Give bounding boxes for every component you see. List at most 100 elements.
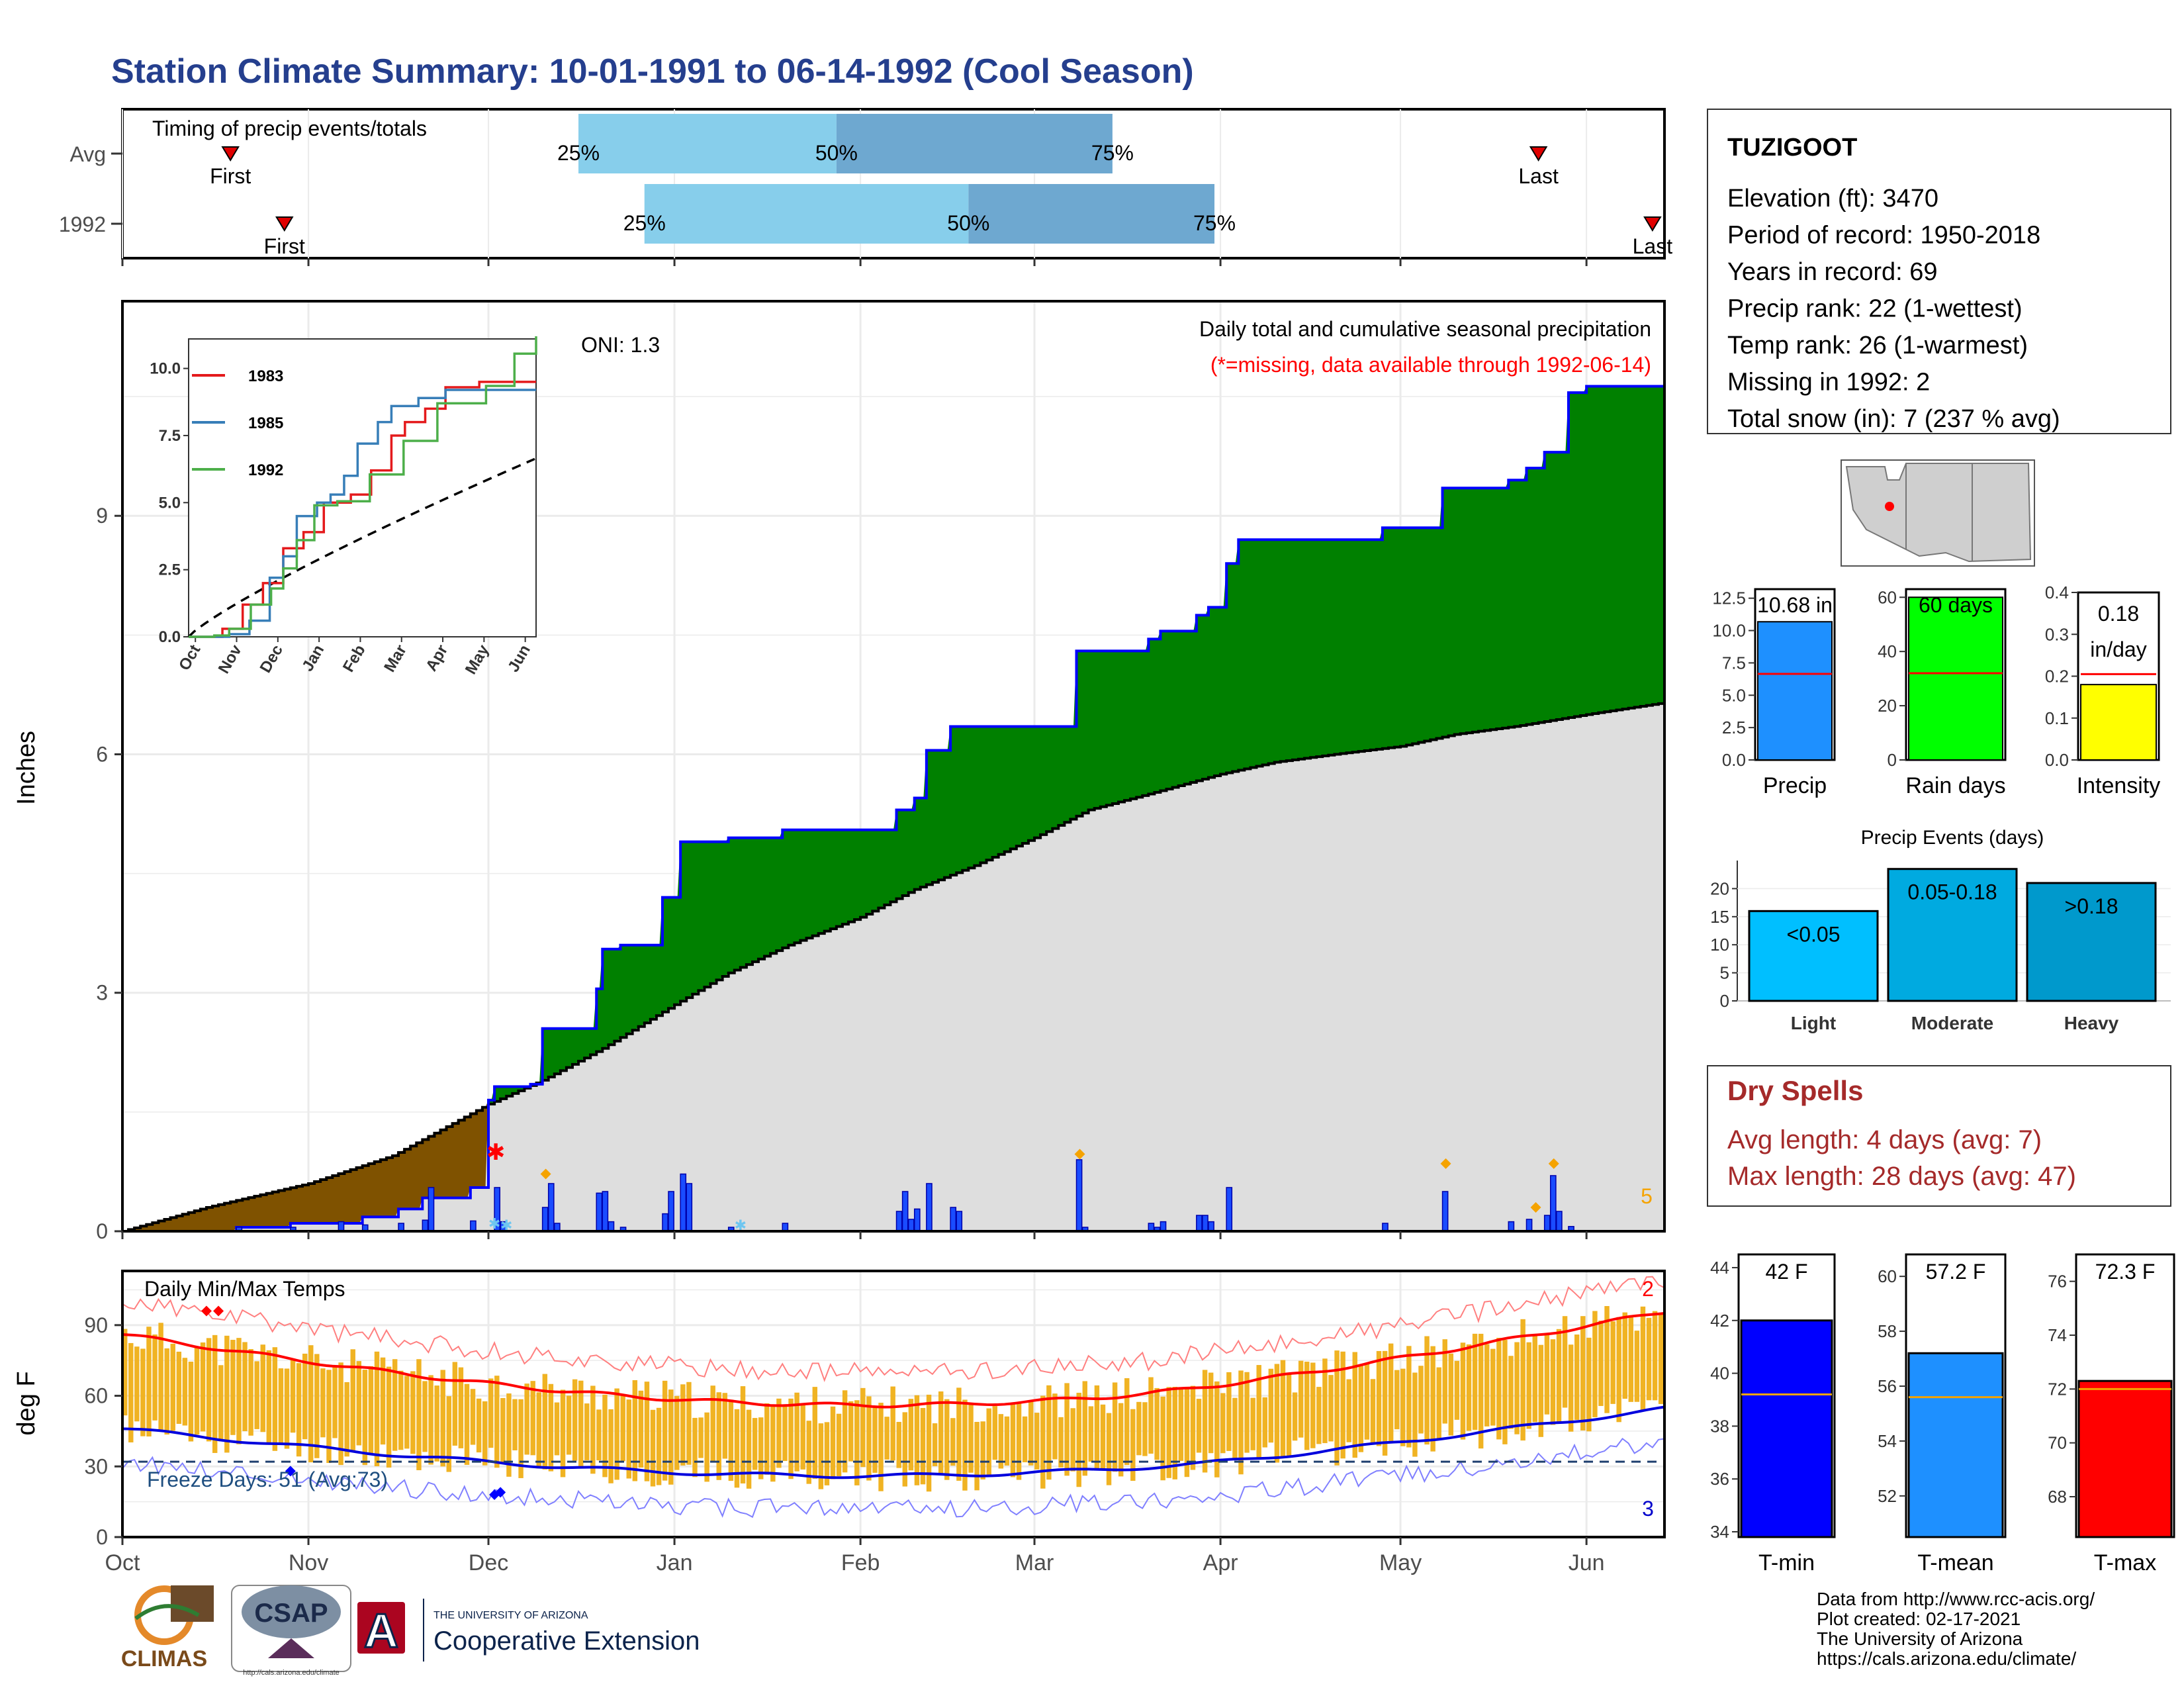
stat-value-label: 0.18 <box>2098 602 2139 626</box>
daily-temp-bar <box>800 1403 805 1470</box>
timing-row-label: 1992 <box>59 212 106 236</box>
inset-frame <box>188 338 537 637</box>
daily-temp-bar <box>482 1401 488 1466</box>
temp-stat-y-tick-label: 60 <box>1878 1266 1897 1286</box>
daily-temp-bar <box>398 1370 404 1450</box>
daily-temp-bar <box>578 1380 584 1467</box>
events-y-tick-label: 0 <box>1720 991 1729 1011</box>
daily-temp-bar <box>656 1407 662 1485</box>
climas-logo-text: CLIMAS <box>121 1646 207 1671</box>
temp-stat-y-tick-label: 72 <box>2048 1379 2067 1399</box>
inset-y-tick-label: 7.5 <box>159 427 181 445</box>
daily-temp-bar <box>362 1370 368 1466</box>
daily-temp-bar <box>500 1397 506 1463</box>
stat-label: Precip <box>1763 773 1827 798</box>
daily-temp-bar <box>608 1409 614 1483</box>
station-detail: Period of record: 1950-2018 <box>1727 222 2040 250</box>
daily-precip-bar <box>907 1219 915 1232</box>
daily-temp-bar <box>908 1399 914 1471</box>
daily-precip-bar <box>668 1191 674 1232</box>
daily-temp-bar <box>1388 1343 1394 1444</box>
daily-temp-bar <box>164 1348 169 1435</box>
ua-logo-letter: A <box>364 1605 398 1658</box>
daily-temp-bar <box>572 1379 578 1461</box>
daily-temp-bar <box>1562 1316 1568 1408</box>
daily-precip-bar <box>1525 1219 1533 1232</box>
temp-stat-y-tick-label: 56 <box>1878 1376 1897 1396</box>
month-tick-label: Nov <box>289 1550 328 1575</box>
observed-cumulative-line <box>122 385 1664 1233</box>
daily-temp-bar <box>1436 1367 1441 1440</box>
daily-temp-bar <box>1628 1315 1634 1402</box>
deficit-area <box>122 1100 489 1231</box>
precip-caption: Daily total and cumulative seasonal prec… <box>1199 317 1651 341</box>
season-stat-bars: 0.0 2.5 5.0 7.5 10.0 12.5 10.68 in Precip 0 20 40 6… <box>1712 583 2160 798</box>
daily-temp-bar <box>146 1327 152 1437</box>
timing-first-marker <box>275 216 294 232</box>
event-category-label: Heavy <box>2064 1013 2119 1033</box>
event-category-label: Light <box>1791 1013 1836 1033</box>
inset-average-line <box>187 457 535 638</box>
dry-spells-max: Max length: 28 days (avg: 47) <box>1727 1162 2076 1191</box>
daily-temp-bar <box>1220 1393 1226 1454</box>
event-range-label: 0.05-0.18 <box>1907 880 1997 904</box>
daily-temp-bar <box>254 1361 259 1429</box>
daily-temp-bar <box>1100 1404 1106 1469</box>
daily-temp-bar <box>1346 1379 1351 1442</box>
daily-temp-bar <box>1526 1342 1531 1429</box>
daily-temp-bar <box>1580 1316 1586 1430</box>
page-title: Station Climate Summary: 10-01-1991 to 0… <box>111 52 1194 91</box>
ua-big-text: Cooperative Extension <box>433 1626 700 1656</box>
dry-spells-title: Dry Spells <box>1727 1075 1863 1106</box>
daily-temp-bar <box>1412 1372 1418 1457</box>
daily-temp-bar <box>128 1342 134 1442</box>
events-y-tick-label: 15 <box>1710 907 1729 927</box>
month-tick-label: Mar <box>1015 1550 1054 1575</box>
events-y-tick-label: 10 <box>1710 935 1729 955</box>
stat-bar <box>1757 621 1833 761</box>
record-high-marker <box>213 1305 224 1317</box>
temp-stat-y-tick-label: 58 <box>1878 1321 1897 1341</box>
daily-temp-bar <box>1292 1392 1298 1441</box>
stat-label: Rain days <box>1905 773 2005 798</box>
daily-temp-bar <box>692 1417 698 1477</box>
daily-temp-bar <box>1340 1351 1345 1459</box>
daily-temp-bar <box>1172 1387 1178 1479</box>
daily-precip-bar <box>428 1187 435 1232</box>
daily-temp-bar <box>1052 1393 1058 1460</box>
temp-stat-bar <box>1907 1352 2004 1538</box>
daily-temp-bar <box>1298 1360 1304 1438</box>
daily-temp-bar <box>1058 1417 1064 1468</box>
footer-text: Data from http://www.rcc-acis.org/ <box>1817 1589 2095 1609</box>
daily-precip-bar <box>1160 1221 1167 1232</box>
daily-temp-bar <box>1046 1385 1052 1480</box>
location-map <box>1841 459 2035 567</box>
event-range-label: >0.18 <box>2065 894 2118 918</box>
daily-temp-bar <box>1406 1346 1412 1448</box>
daily-temp-bar <box>344 1382 349 1457</box>
daily-temp-bar <box>1124 1378 1130 1466</box>
daily-temp-bar <box>1130 1409 1136 1481</box>
avg-min-temp-line <box>122 1405 1665 1479</box>
freeze-days-label: Freeze Days: 51 (Avg:73) <box>147 1468 388 1491</box>
stat-y-tick-label: 0.2 <box>2045 667 2069 686</box>
temp-stat-bars: 34 36 38 40 42 44 42 F T-min 52 54 56 58 60 57.2 F T-m… <box>1710 1253 2175 1575</box>
daily-temp-bar <box>410 1371 416 1454</box>
daily-temp-bar <box>566 1395 572 1455</box>
daily-precip-bar <box>1208 1221 1214 1232</box>
daily-temp-bar <box>1178 1387 1184 1461</box>
daily-temp-bar <box>890 1386 895 1461</box>
timing-q75-label: 75% <box>1193 211 1236 235</box>
record-low-marker <box>285 1466 296 1477</box>
timing-last-marker <box>1643 216 1662 232</box>
daily-temp-bar <box>1148 1377 1154 1454</box>
daily-temp-bar <box>584 1403 590 1460</box>
precip-y-tick-label: 0 <box>96 1219 108 1243</box>
daily-temp-bar <box>1508 1356 1514 1429</box>
timing-last-label: Last <box>1518 164 1559 188</box>
station-info: TUZIGOOT Elevation (ft): 3470 Period of re… <box>1707 109 2171 434</box>
temp-y-tick-label: 0 <box>96 1525 108 1549</box>
daily-temp-bar <box>1376 1350 1382 1446</box>
daily-temp-bar <box>218 1365 224 1442</box>
timing-q50-label: 50% <box>815 141 858 165</box>
